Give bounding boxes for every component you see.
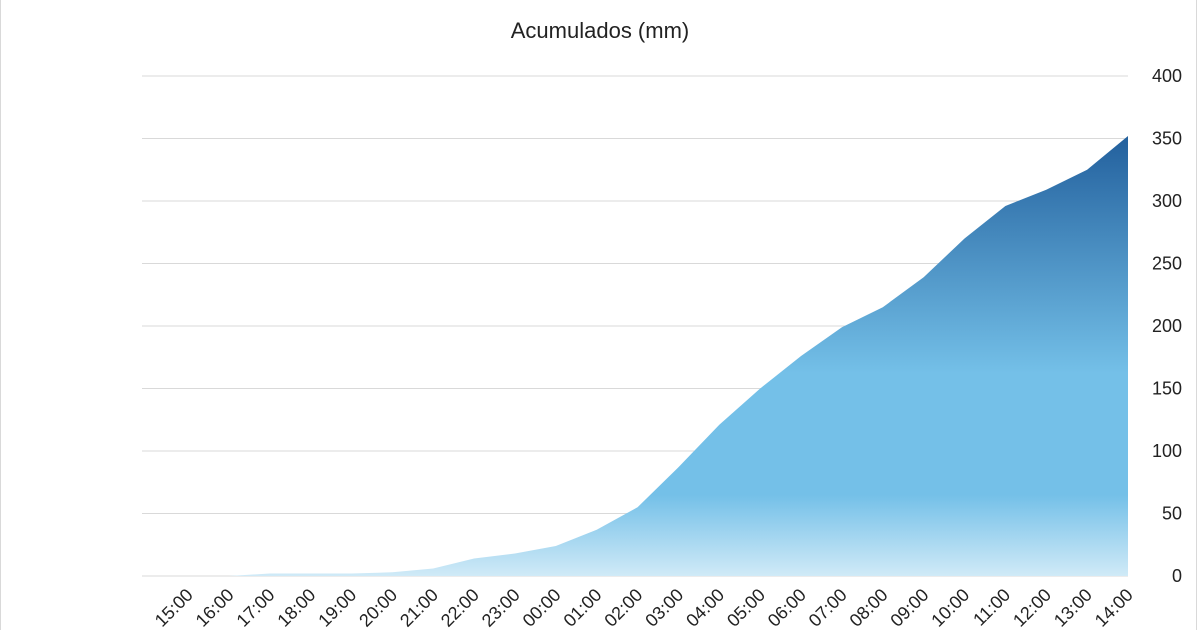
x-tick-label: 10:00 [927,585,973,630]
x-tick-label: 15:00 [151,585,197,630]
x-tick-label: 11:00 [969,585,1014,630]
x-tick-label: 08:00 [846,585,892,630]
x-tick-label: 23:00 [478,585,524,630]
y-tick-label: 50 [1162,504,1182,524]
x-tick-label: 18:00 [273,585,319,630]
x-tick-label: 21:00 [396,585,442,630]
chart-title: Acumulados (mm) [510,18,690,43]
y-tick-label: 400 [1152,66,1182,86]
series-area [188,136,1128,576]
y-tick-label: 150 [1152,379,1182,399]
x-tick-label: 14:00 [1091,585,1137,630]
y-tick-label: 100 [1152,441,1182,461]
x-tick-label: 01:00 [560,585,606,630]
x-tick-label: 19:00 [314,585,360,630]
x-tick-label: 17:00 [233,585,279,630]
x-tick-label: 05:00 [723,585,769,630]
x-tick-label: 03:00 [641,585,687,630]
y-tick-label: 300 [1152,191,1182,211]
x-tick-label: 09:00 [886,585,932,630]
x-tick-label: 22:00 [437,585,483,630]
x-tick-label: 20:00 [355,585,401,630]
x-tick-label: 04:00 [682,585,728,630]
x-tick-label: 12:00 [1009,585,1055,630]
x-tick-label: 16:00 [192,585,238,630]
y-tick-label: 200 [1152,316,1182,336]
y-tick-label: 350 [1152,129,1182,149]
x-tick-label: 02:00 [600,585,646,630]
x-tick-label: 00:00 [519,585,565,630]
x-tick-label: 13:00 [1050,585,1096,630]
x-tick-label: 07:00 [805,585,851,630]
y-tick-label: 0 [1172,566,1182,586]
x-tick-label: 06:00 [764,585,810,630]
y-tick-label: 250 [1152,254,1182,274]
